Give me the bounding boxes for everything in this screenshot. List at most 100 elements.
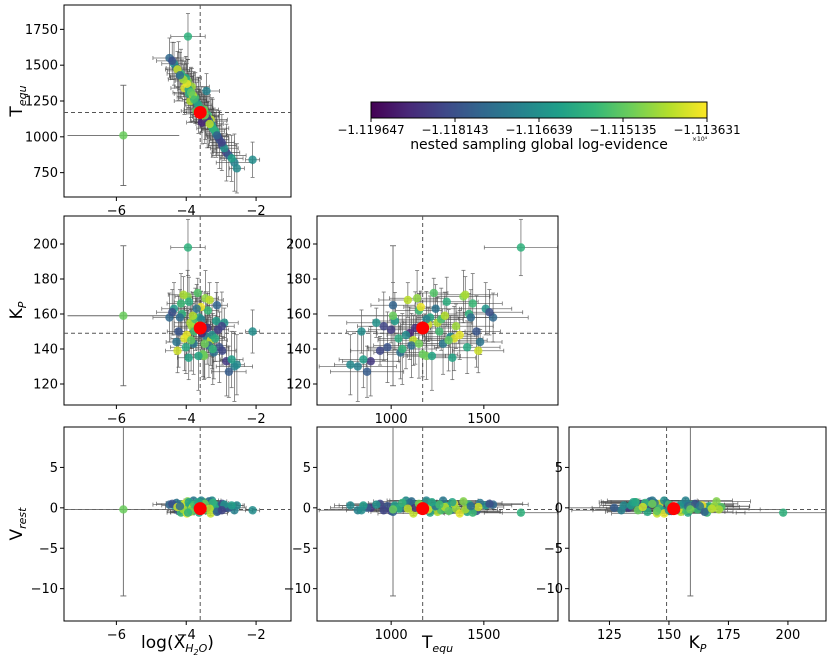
sample-point: [461, 290, 470, 299]
sample-point: [412, 294, 422, 303]
panel-frame: [316, 426, 559, 622]
x-tick-label: −4: [177, 204, 196, 219]
sample-point: [714, 505, 724, 514]
sample-point: [232, 164, 242, 173]
x-tick-label: −2: [246, 628, 265, 643]
x-tick-label: 1500: [467, 412, 500, 427]
y-tick-label: −5: [39, 542, 58, 557]
x-tick-label: 125: [597, 628, 622, 643]
sample-point: [227, 355, 236, 364]
outlier-point: [686, 505, 695, 514]
y-tick-label: 750: [33, 166, 58, 181]
sample-point: [362, 367, 372, 376]
sample-point: [212, 316, 221, 326]
axis-label-vrest: Vrest: [7, 507, 29, 541]
y-tick-label: 120: [286, 378, 311, 393]
sample-point: [435, 327, 444, 336]
sample-point: [401, 330, 411, 340]
sample-point: [700, 507, 709, 517]
sample-point: [175, 71, 185, 80]
sample-point: [217, 506, 227, 515]
sample-point: [485, 499, 494, 508]
panel-kp-vs-teq: 1000 1500 120 140 160 180 200: [286, 215, 559, 427]
sample-point: [451, 322, 461, 331]
y-tick-label: 180: [33, 273, 58, 288]
sample-point: [175, 313, 185, 322]
panel-plot-area: [64, 216, 291, 405]
y-tick-label: 140: [33, 343, 58, 358]
y-tick-label: −5: [292, 542, 311, 557]
outlier-point: [119, 505, 128, 514]
colorbar-tick-label: −1.119647: [337, 123, 404, 137]
sample-point: [431, 304, 440, 313]
x-tick-label: 1000: [375, 412, 408, 427]
colorbar-tick-label: −1.115135: [589, 123, 656, 137]
sample-point: [174, 327, 183, 336]
sample-point: [429, 288, 438, 298]
sample-point: [386, 325, 396, 334]
best-fit-point: [416, 321, 430, 335]
y-tick-label: 5: [50, 461, 58, 476]
sample-point: [218, 346, 227, 355]
y-tick-label: 1500: [25, 59, 58, 74]
sample-point: [474, 346, 483, 355]
y-tick-label: 5: [555, 461, 563, 476]
panel-plot-area: [317, 427, 558, 621]
sample-point: [462, 343, 472, 352]
best-fit-point: [193, 105, 207, 119]
y-tick-label: 160: [33, 308, 58, 323]
axis-label-kp: KP: [7, 301, 29, 319]
sample-point: [353, 362, 362, 371]
sample-point: [472, 327, 481, 336]
axis-label-kp: KP: [689, 633, 707, 655]
y-tick-label: 0: [50, 501, 58, 516]
sample-point: [212, 131, 222, 140]
sample-point: [194, 351, 203, 361]
y-tick-label: −5: [544, 542, 563, 557]
sample-point: [466, 313, 476, 322]
sample-point: [193, 288, 202, 298]
sample-point: [202, 86, 211, 96]
sample-point: [444, 336, 453, 345]
sample-point: [232, 360, 242, 369]
sample-point: [192, 304, 201, 313]
sample-point: [416, 302, 426, 312]
panel-vrest-vs-logx: −6 −4 −2 −10 −5 0 5 log(XH2O) Vrest: [7, 426, 292, 657]
sample-point: [442, 297, 451, 306]
sample-point: [357, 327, 366, 336]
sample-point: [183, 243, 193, 252]
x-tick-label: 175: [716, 628, 741, 643]
sample-point: [394, 334, 403, 343]
best-fit-point: [193, 502, 207, 516]
sample-point: [372, 318, 381, 327]
y-tick-label: 200: [33, 238, 58, 253]
sample-point: [403, 295, 413, 305]
outlier-point: [388, 311, 398, 320]
best-fit-point: [416, 502, 430, 516]
colorbar: −1.119647 −1.118143 −1.116639 −1.115135 −1.1…: [337, 101, 741, 153]
sample-point: [610, 503, 619, 513]
sample-point: [359, 355, 368, 364]
panel-frame: [568, 426, 827, 622]
x-tick-label: −6: [107, 204, 126, 219]
sample-point: [427, 497, 437, 507]
sample-point: [516, 243, 526, 252]
sample-point: [375, 346, 385, 355]
sample-point: [211, 334, 220, 343]
sample-point: [181, 343, 191, 352]
x-tick-label: −4: [177, 412, 196, 427]
sample-point: [183, 32, 193, 41]
axis-label-teq: Tequ: [7, 85, 29, 117]
outlier-point: [388, 505, 398, 514]
x-tick-label: 200: [776, 628, 801, 643]
sample-point: [414, 339, 424, 348]
colorbar-tick-label: −1.118143: [421, 123, 488, 137]
y-tick-label: −10: [536, 582, 563, 597]
sample-point: [422, 315, 431, 324]
sample-point: [379, 506, 388, 515]
sample-point: [383, 343, 392, 352]
sample-point: [485, 308, 494, 317]
sample-point: [440, 311, 450, 320]
x-tick-label: −2: [246, 204, 265, 219]
